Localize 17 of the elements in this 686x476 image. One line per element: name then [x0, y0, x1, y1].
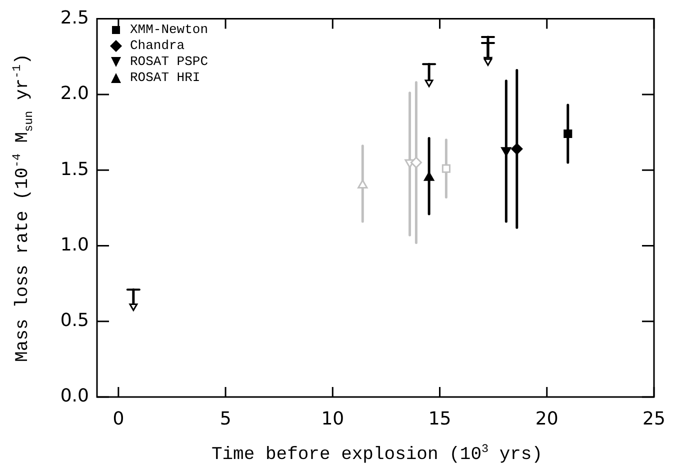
- legend-label: Chandra: [130, 38, 185, 54]
- y-tick-label: 1.5: [60, 158, 89, 180]
- y-tick-label: 2.0: [60, 83, 89, 104]
- legend-label: ROSAT PSPC: [130, 54, 208, 70]
- x-tick-label: 5: [220, 408, 232, 430]
- y-tick-label: 0.5: [60, 310, 89, 332]
- x-tick-label: 0: [112, 408, 124, 430]
- legend-label: XMM-Newton: [130, 22, 208, 38]
- x-tick-label: 20: [535, 408, 558, 430]
- x-axis-title: Time before explosion (10$^{3}$ yrs): [210, 442, 544, 465]
- x-tick-label: 25: [642, 408, 666, 430]
- y-tick-label: 1.0: [60, 234, 89, 256]
- legend-label: ROSAT HRI: [130, 70, 200, 86]
- y-tick-label: 2.5: [60, 7, 89, 28]
- x-tick-label: 10: [321, 408, 344, 430]
- x-tick-label: 15: [428, 408, 452, 430]
- y-tick-label: 0.0: [60, 386, 89, 407]
